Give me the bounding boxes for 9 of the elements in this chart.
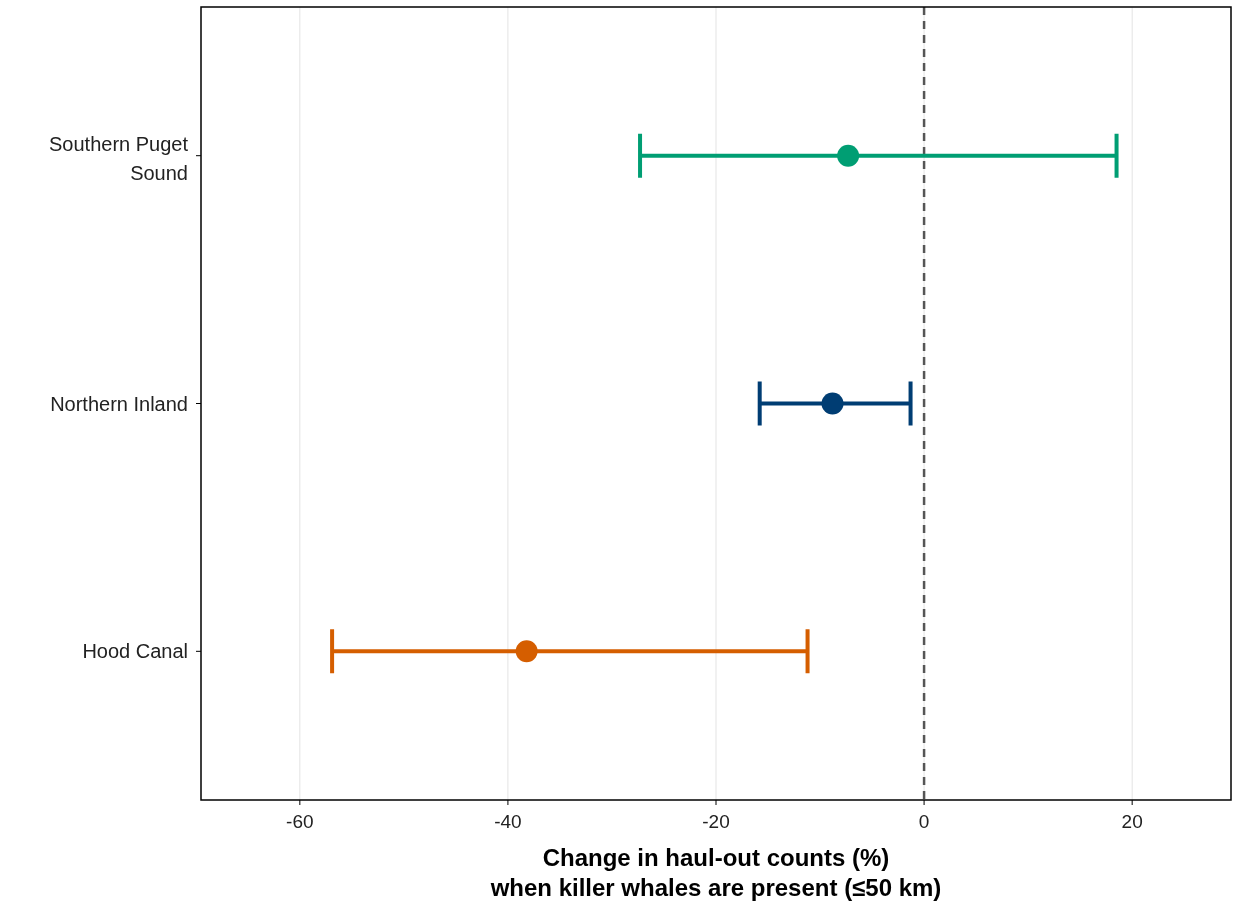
- y-tick-label: Hood Canal: [82, 640, 188, 663]
- x-tick-label: -40: [494, 811, 522, 832]
- x-tick-label: -20: [702, 811, 730, 832]
- y-tick-label: Southern Puget Sound: [49, 132, 189, 184]
- x-tick-label: -60: [286, 811, 314, 832]
- x-tick-label: 0: [918, 811, 930, 832]
- y-tick-label: Northern Inland: [50, 392, 188, 415]
- x-tick-label: 20: [1121, 811, 1143, 832]
- x-axis-title: Change in haul-out counts (%) when killer whales are present (≤50 km): [489, 844, 942, 901]
